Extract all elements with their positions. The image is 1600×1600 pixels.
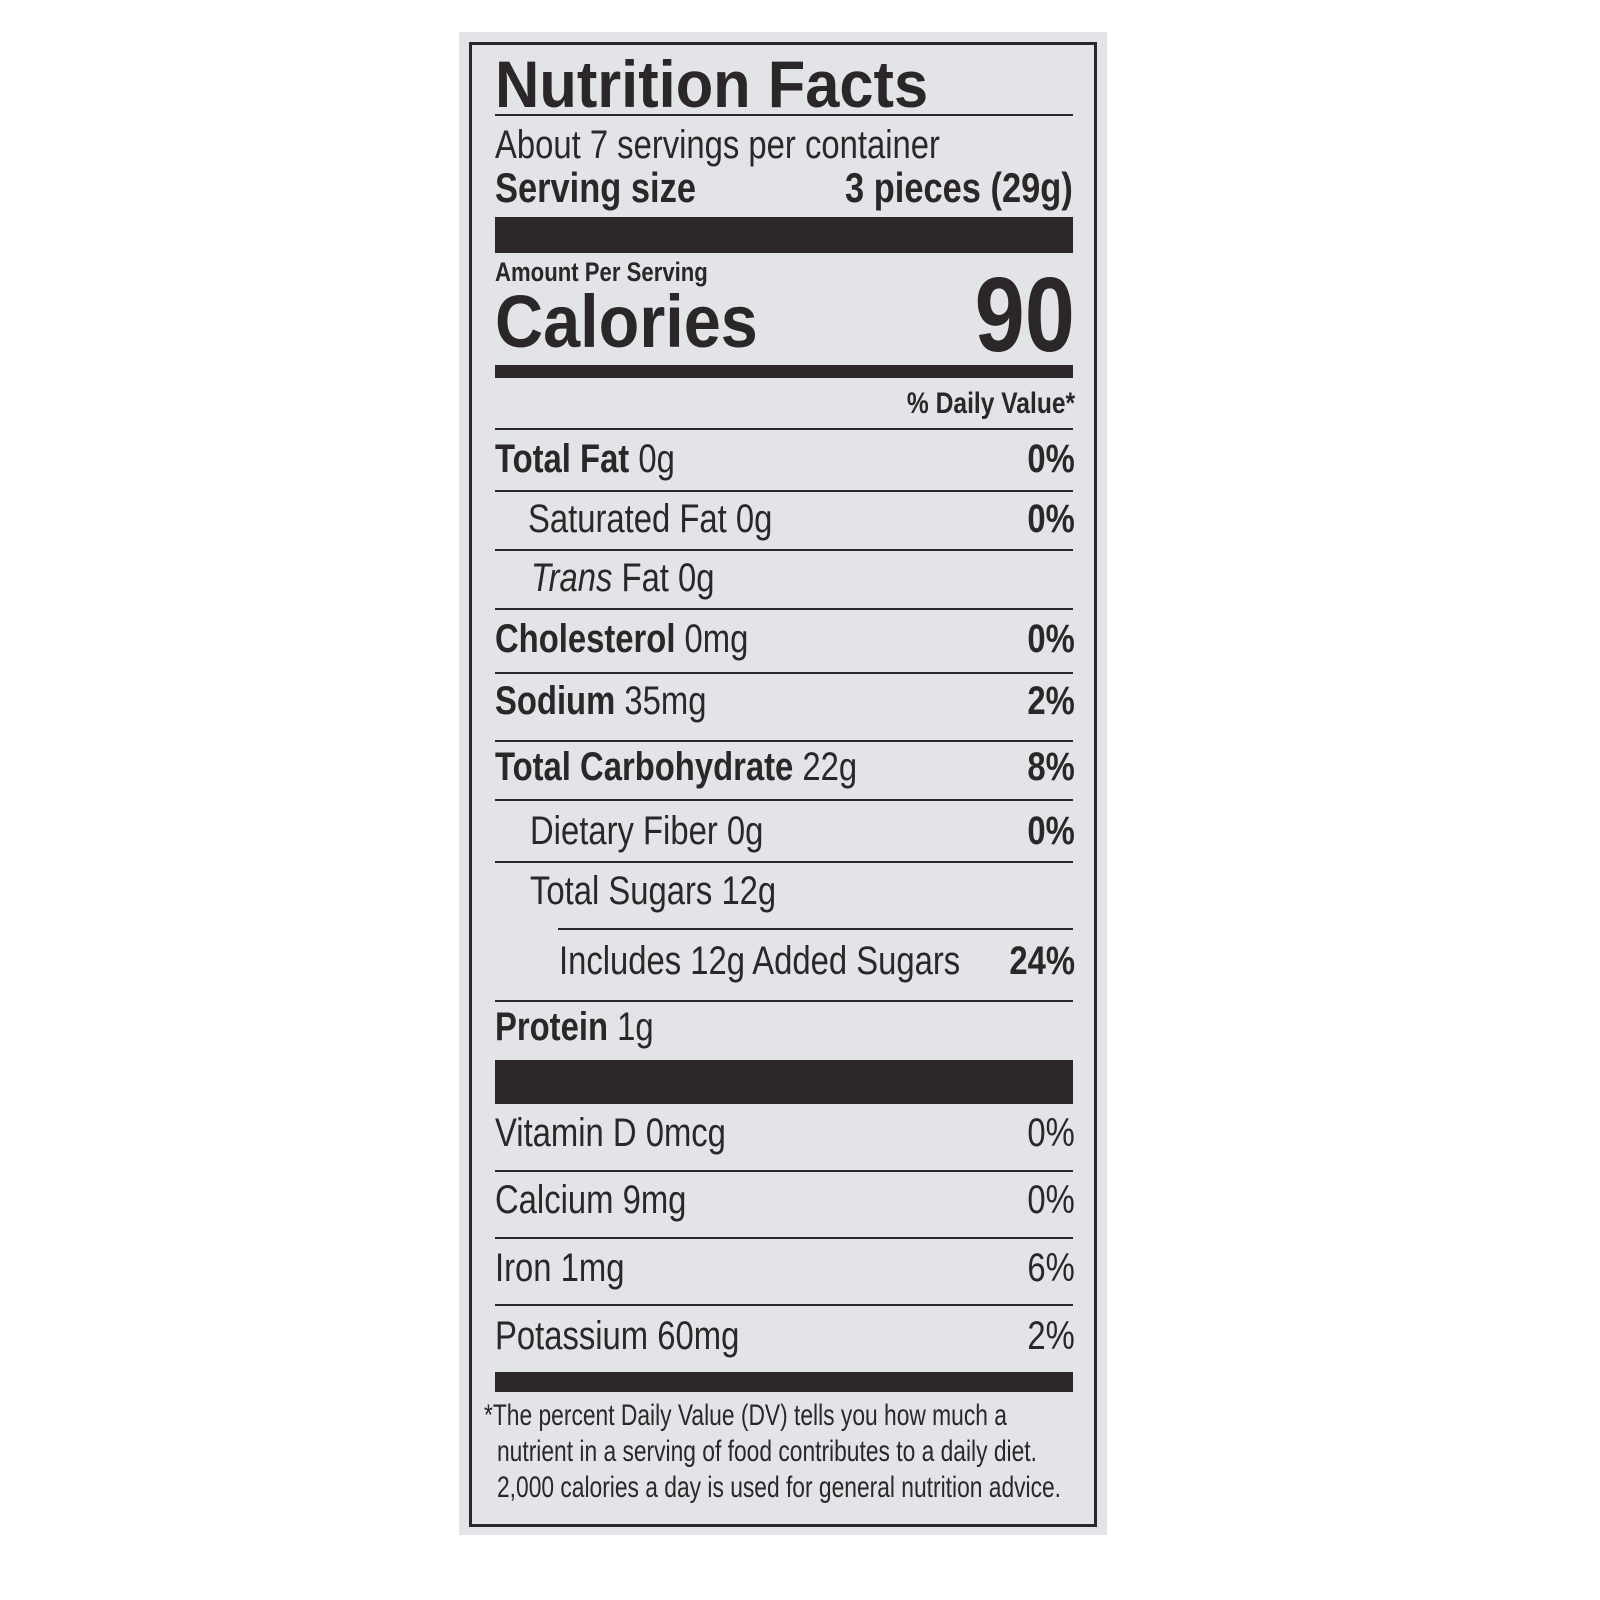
title: Nutrition Facts	[495, 47, 929, 121]
nutrient-row-saturated-fat: Saturated Fat 0g 0%	[528, 497, 1075, 541]
vitamin-row-iron: Iron 1mg 6%	[495, 1246, 1075, 1290]
servings-per-container: About 7 servings per container	[495, 123, 940, 167]
nutrient-row-total-carbohydrate: Total Carbohydrate 22g 8%	[495, 745, 1075, 789]
nutrient-row-total-fat: Total Fat 0g 0%	[495, 437, 1075, 481]
footnote-line-1: *The percent Daily Value (DV) tells you …	[484, 1399, 1007, 1432]
nutrient-row-added-sugars: Includes 12g Added Sugars 24%	[559, 939, 1075, 983]
thick-bar	[495, 1372, 1073, 1392]
calories-label: Calories	[495, 280, 758, 363]
divider	[495, 1304, 1073, 1306]
divider	[495, 740, 1073, 742]
divider	[495, 672, 1073, 674]
medium-bar	[495, 365, 1073, 378]
divider	[495, 114, 1073, 116]
serving-size-value: 3 pieces (29g)	[845, 164, 1073, 211]
nutrient-row-protein: Protein 1g	[495, 1005, 654, 1049]
divider	[495, 799, 1073, 801]
nutrient-row-dietary-fiber: Dietary Fiber 0g 0%	[530, 809, 1075, 853]
divider	[495, 490, 1073, 492]
divider	[495, 1170, 1073, 1172]
thick-bar	[495, 217, 1073, 253]
vitamin-row-potassium: Potassium 60mg 2%	[495, 1314, 1075, 1358]
nutrient-row-total-sugars: Total Sugars 12g	[530, 869, 777, 913]
amount-per-serving: Amount Per Serving	[495, 257, 708, 287]
nutrition-facts-border	[469, 42, 1097, 1527]
serving-size-label: Serving size	[495, 164, 696, 211]
vitamin-row-calcium: Calcium 9mg 0%	[495, 1178, 1075, 1222]
daily-value-header: % Daily Value*	[906, 387, 1075, 420]
divider	[558, 928, 1073, 930]
divider	[495, 428, 1073, 430]
divider	[495, 549, 1073, 551]
vitamin-row-vitamin-d: Vitamin D 0mcg 0%	[495, 1111, 1075, 1155]
thick-bar	[495, 1060, 1073, 1104]
calories-value: 90	[974, 256, 1075, 374]
footnote-line-3: 2,000 calories a day is used for general…	[497, 1471, 1062, 1504]
nutrient-row-sodium: Sodium 35mg 2%	[495, 679, 1075, 723]
nutrient-row-cholesterol: Cholesterol 0mg 0%	[495, 617, 1075, 661]
divider	[495, 1000, 1073, 1002]
divider	[495, 608, 1073, 610]
label-background	[459, 32, 1107, 1535]
divider	[495, 1237, 1073, 1239]
divider	[495, 861, 1073, 863]
nutrient-row-trans-fat: Trans Fat 0g	[531, 556, 715, 600]
footnote-line-2: nutrient in a serving of food contribute…	[497, 1435, 1037, 1468]
